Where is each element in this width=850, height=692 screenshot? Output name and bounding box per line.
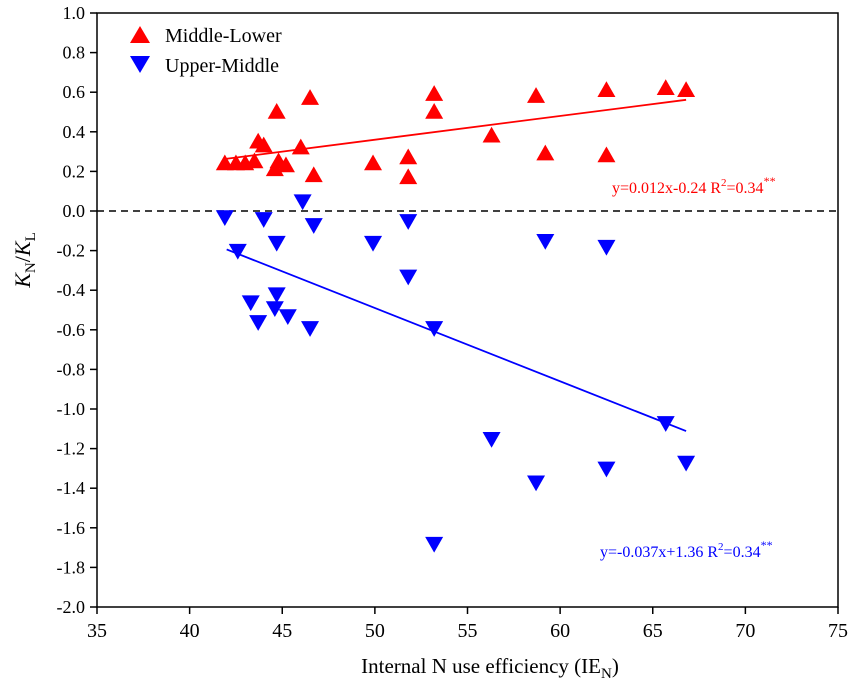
y-tick-label: -1.0 [57, 399, 86, 419]
x-tick-label: 55 [458, 620, 478, 642]
y-tick-label: 0.0 [63, 201, 86, 221]
plot-frame [96, 12, 839, 608]
data-point-middle-lower [364, 154, 383, 171]
data-point-upper-middle [267, 287, 286, 304]
data-point-middle-lower [399, 168, 418, 185]
data-point-upper-middle [399, 214, 418, 230]
data-point-upper-middle [228, 243, 247, 260]
data-point-upper-middle [215, 210, 234, 226]
legend-label-middle-lower: Middle-Lower [165, 25, 282, 47]
x-tick-label: 65 [643, 620, 663, 642]
data-point-middle-lower [425, 103, 444, 119]
data-point-upper-middle [254, 212, 273, 228]
y-tick-label: -2.0 [57, 597, 86, 617]
legend-label-upper-middle: Upper-Middle [165, 55, 279, 77]
data-point-upper-middle [293, 194, 312, 211]
data-point-middle-lower [304, 166, 323, 183]
legend-marker-upper-middle [130, 56, 150, 73]
y-tick-label: -1.2 [57, 439, 86, 459]
data-point-middle-lower [399, 148, 418, 165]
data-point-upper-middle [597, 239, 616, 256]
x-tick-label: 60 [550, 620, 570, 642]
y-axis-label: KN/KL [10, 232, 39, 289]
data-point-upper-middle [527, 475, 546, 492]
data-point-middle-lower [536, 144, 555, 161]
x-axis-label: Internal N use efficiency (IEN) [361, 654, 619, 682]
data-point-upper-middle [249, 315, 268, 331]
data-point-upper-middle [278, 309, 297, 325]
data-point-middle-lower [597, 146, 616, 163]
data-point-middle-lower [267, 103, 286, 119]
data-point-middle-lower [265, 160, 284, 177]
data-point-middle-lower [276, 156, 295, 173]
data-point-middle-lower [527, 87, 546, 103]
data-point-middle-lower [597, 81, 616, 97]
x-tick-label: 45 [272, 620, 292, 642]
y-tick-label: 0.4 [63, 122, 86, 142]
data-point-upper-middle [364, 235, 383, 252]
data-point-upper-middle [536, 233, 555, 250]
data-point-middle-lower [254, 136, 273, 153]
data-point-middle-lower [291, 138, 310, 155]
legend: Middle-Lower Upper-Middle [130, 25, 282, 77]
legend-marker-middle-lower [130, 26, 150, 43]
x-tick-label: 50 [365, 620, 385, 642]
data-point-upper-middle [425, 321, 444, 337]
data-point-upper-middle [267, 235, 286, 252]
y-tick-label: 0.8 [63, 43, 86, 63]
data-point-middle-lower [677, 81, 696, 97]
data-point-upper-middle [677, 455, 696, 472]
data-point-upper-middle [399, 269, 418, 286]
equation-middle-lower: y=0.012x-0.24 R2=0.34** [612, 174, 776, 197]
data-point-upper-middle [656, 416, 675, 432]
data-point-upper-middle [265, 301, 284, 318]
x-tick-label: 70 [735, 620, 755, 642]
data-point-middle-lower [301, 89, 320, 105]
data-point-middle-lower [656, 79, 675, 95]
equation-upper-middle: y=-0.037x+1.36 R2=0.34** [600, 538, 773, 561]
y-tick-label: 0.2 [63, 161, 86, 181]
data-point-upper-middle [425, 536, 444, 553]
data-point-upper-middle [482, 431, 501, 448]
data-point-middle-lower [482, 126, 501, 143]
data-point-upper-middle [301, 321, 320, 337]
y-tick-label: 1.0 [63, 3, 86, 23]
y-tick-label: -1.4 [57, 478, 86, 498]
data-point-upper-middle [304, 218, 323, 234]
y-tick-label: -1.8 [57, 557, 86, 577]
data-point-upper-middle [241, 295, 260, 312]
y-tick-label: 0.6 [63, 82, 86, 102]
y-tick-label: -0.2 [57, 241, 86, 261]
x-tick-label: 75 [828, 620, 848, 642]
data-point-middle-lower [245, 152, 264, 169]
y-tick-label: -1.6 [57, 518, 86, 538]
x-tick-label: 35 [87, 620, 107, 642]
data-point-upper-middle [597, 461, 616, 478]
y-tick-label: -0.4 [57, 280, 86, 300]
data-point-middle-lower [425, 85, 444, 101]
x-tick-label: 40 [180, 620, 200, 642]
fit-line-upper-middle [226, 248, 687, 432]
y-tick-label: -0.8 [57, 359, 86, 379]
y-tick-label: -0.6 [57, 320, 86, 340]
